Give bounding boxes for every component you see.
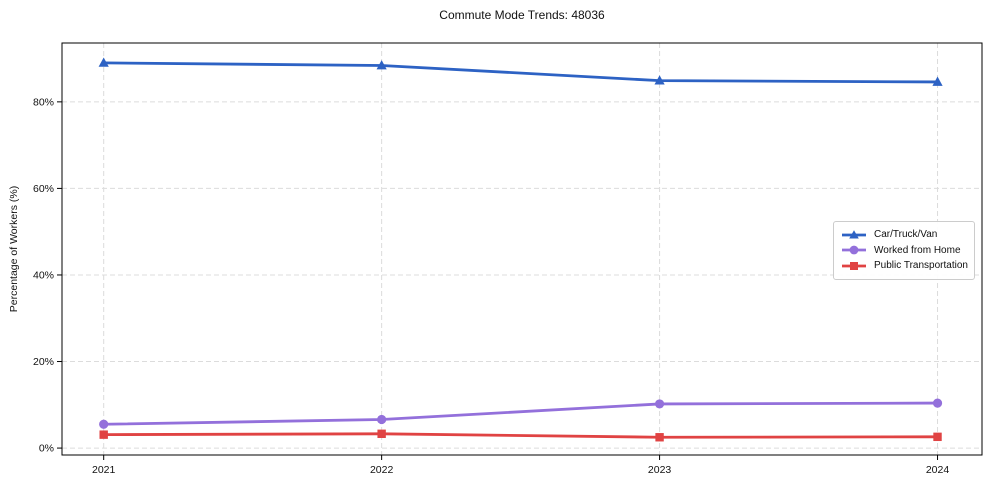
legend-marker-sample xyxy=(842,261,866,270)
x-tick-label: 2024 xyxy=(926,464,950,476)
x-tick-label: 2021 xyxy=(92,464,116,476)
y-tick-label: 20% xyxy=(33,356,54,368)
data-point-marker xyxy=(99,430,108,439)
data-point-marker xyxy=(377,414,387,425)
x-tick-label: 2023 xyxy=(648,464,672,476)
data-point-marker xyxy=(376,60,387,70)
chart-title: Commute Mode Trends: 48036 xyxy=(439,8,605,22)
data-point-marker xyxy=(655,433,664,442)
legend-label: Worked from Home xyxy=(874,244,961,256)
x-tick-label: 2022 xyxy=(370,464,394,476)
legend: Car/Truck/Van Worked from Home Public Tran… xyxy=(833,221,975,280)
data-point-marker xyxy=(98,57,109,67)
y-tick-label: 40% xyxy=(33,269,54,281)
legend-marker-sample xyxy=(842,245,866,255)
legend-label: Public Transportation xyxy=(874,260,968,272)
series-line xyxy=(102,432,939,439)
series-line xyxy=(102,401,939,426)
y-tick-label: 80% xyxy=(33,96,54,108)
y-tick-label: 60% xyxy=(33,183,54,195)
data-point-marker xyxy=(932,398,943,408)
legend-item: Car/Truck/Van xyxy=(841,227,968,243)
data-point-marker xyxy=(654,399,665,409)
data-point-marker xyxy=(377,429,386,438)
plot-border xyxy=(61,42,983,456)
legend-item: Worked from Home xyxy=(841,243,968,259)
data-point-marker xyxy=(654,75,665,85)
data-point-marker xyxy=(99,419,109,429)
y-tick-label: 0% xyxy=(39,443,54,455)
legend-item: Public Transportation xyxy=(841,258,968,274)
data-point-marker xyxy=(932,76,943,86)
legend-marker-sample xyxy=(842,229,866,239)
series-line xyxy=(102,61,939,84)
legend-label: Car/Truck/Van xyxy=(874,229,938,241)
data-point-marker xyxy=(933,432,942,442)
